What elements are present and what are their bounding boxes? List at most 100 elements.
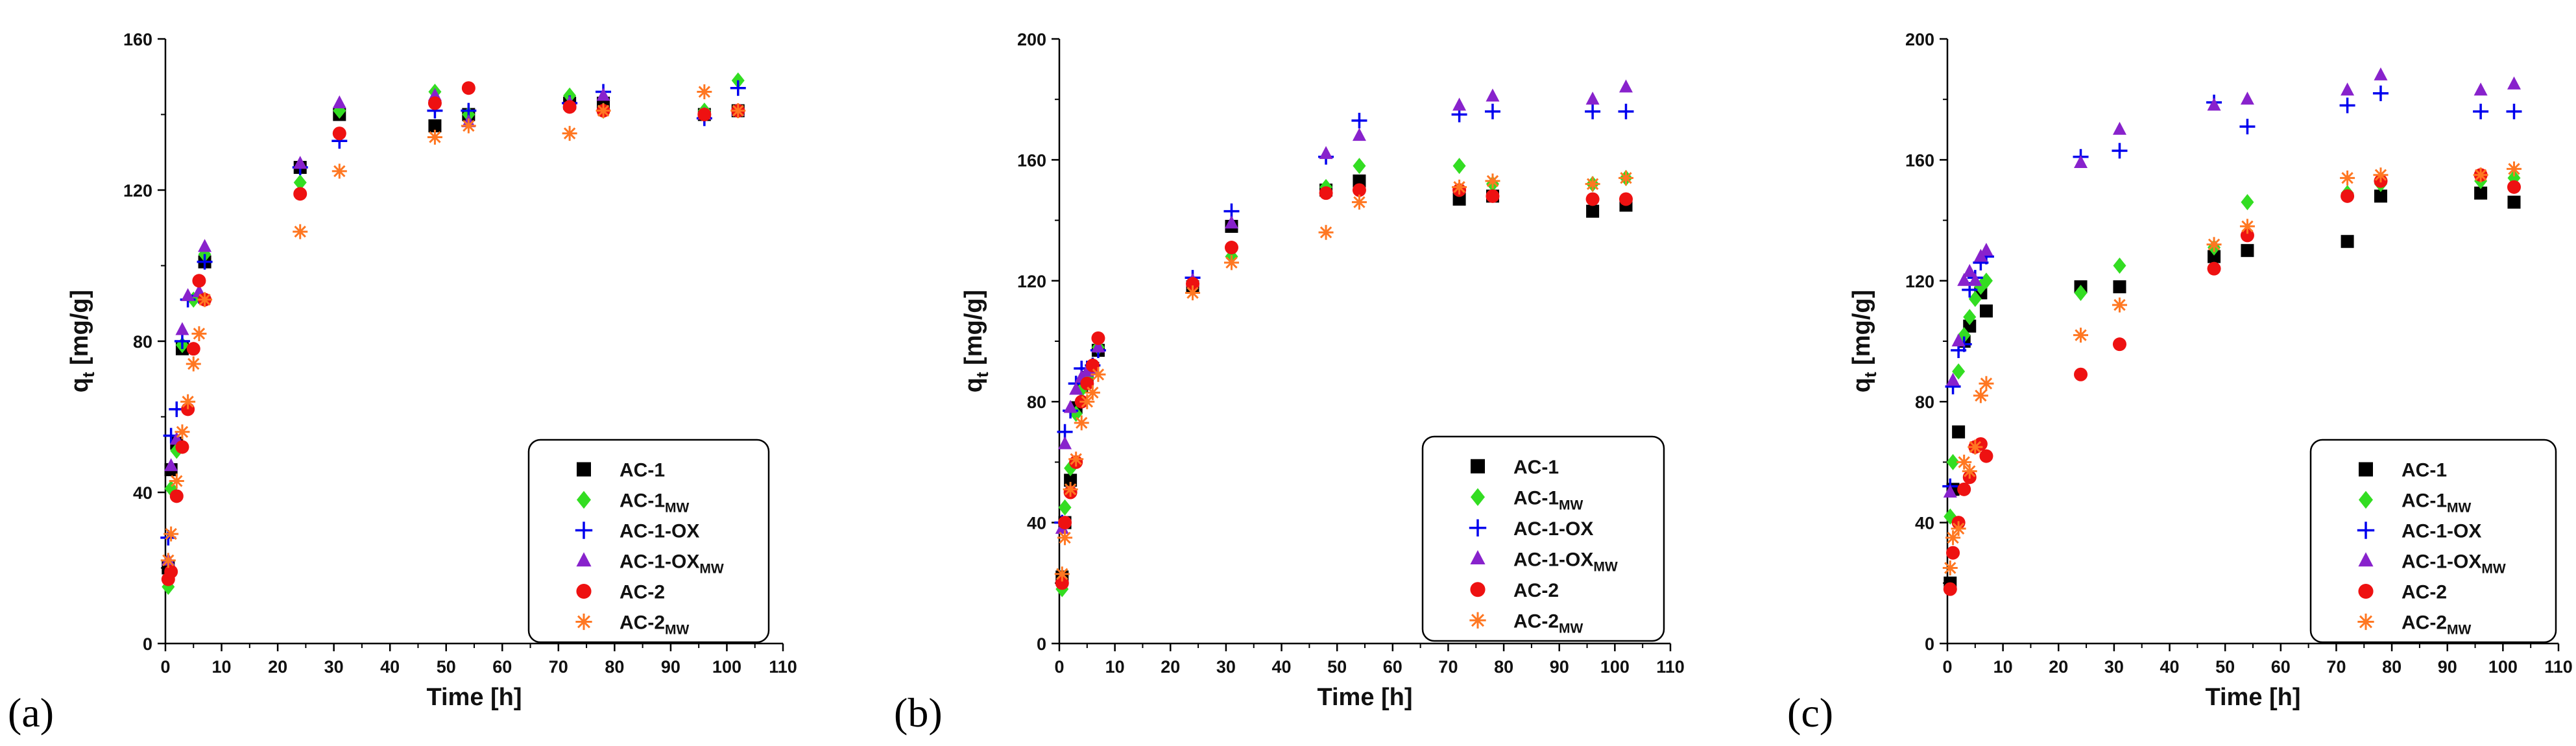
- data-point: [1952, 425, 1966, 439]
- data-point: [1951, 333, 1966, 346]
- legend-marker: [575, 613, 592, 631]
- legend-marker: [577, 462, 591, 477]
- y-tick-label: 0: [143, 634, 152, 654]
- data-point: [1318, 224, 1334, 240]
- data-point: [1091, 339, 1105, 353]
- x-tick-label: 10: [1105, 657, 1125, 677]
- data-point: [1452, 158, 1466, 174]
- series-6: [160, 84, 746, 568]
- legend-marker: [2359, 490, 2373, 509]
- data-point: [1058, 516, 1072, 530]
- x-tick-label: 80: [2382, 657, 2401, 677]
- y-axis-title: qt [mg/g]: [66, 290, 98, 393]
- panel-label: (a): [8, 690, 54, 736]
- x-tick-label: 0: [1054, 657, 1064, 677]
- legend-marker: [1471, 488, 1485, 506]
- data-point: [2474, 186, 2488, 200]
- data-point: [1185, 285, 1201, 300]
- data-point: [1085, 385, 1100, 400]
- data-point: [1090, 367, 1106, 382]
- y-tick-label: 0: [1925, 634, 1934, 654]
- data-point: [2074, 284, 2088, 301]
- data-point: [1951, 521, 1966, 536]
- series-4: [1943, 67, 2521, 498]
- data-point: [1957, 482, 1971, 496]
- data-point: [1586, 204, 1600, 218]
- x-tick-label: 60: [2271, 657, 2291, 677]
- data-point: [2207, 261, 2221, 276]
- data-point: [1055, 576, 1069, 590]
- data-point: [428, 119, 442, 132]
- x-axis-title: Time [h]: [1317, 684, 1412, 711]
- legend-entry: AC-1MW: [1513, 487, 1583, 512]
- legend-marker: [576, 552, 592, 567]
- data-point: [1054, 566, 1070, 582]
- legend-entry: AC-2: [620, 582, 665, 603]
- data-point: [2473, 103, 2489, 119]
- data-point: [1962, 463, 1977, 479]
- data-point: [1968, 272, 1982, 286]
- data-point: [1085, 358, 1100, 372]
- x-tick-label: 90: [2438, 657, 2457, 677]
- x-tick-label: 30: [1216, 657, 1236, 677]
- x-tick-label: 20: [1161, 657, 1180, 677]
- data-point: [197, 254, 213, 270]
- data-point: [461, 81, 475, 95]
- data-point: [2473, 167, 2488, 183]
- data-point: [730, 103, 746, 119]
- legend-entry: AC-2MW: [1513, 610, 1583, 636]
- y-tick-label: 120: [1905, 272, 1934, 291]
- x-tick-label: 90: [1550, 657, 1569, 677]
- data-point: [1952, 363, 1966, 380]
- data-point: [1618, 170, 1633, 186]
- data-point: [2339, 97, 2355, 114]
- data-point: [2341, 82, 2355, 96]
- data-point: [1452, 97, 1467, 111]
- x-tick-label: 40: [1272, 657, 1292, 677]
- x-tick-label: 110: [2544, 657, 2573, 677]
- y-axis-title: qt [mg/g]: [960, 290, 992, 393]
- data-point: [332, 126, 346, 141]
- legend: AC-1 AC-1MW AC-1-OX AC-1-OXMW AC-2 AC-2MW: [527, 439, 770, 644]
- data-point: [1058, 499, 1072, 516]
- data-point: [2112, 143, 2128, 159]
- data-point: [1979, 449, 1993, 463]
- panel-label: (b): [894, 690, 943, 736]
- x-tick-label: 110: [769, 657, 797, 677]
- chart-panel-3: 0 10 20 30 40 50 60 70 80 90 100 110 0 40 80 120 160 200 T…: [1787, 30, 2573, 736]
- y-tick-label: 80: [1915, 392, 1934, 412]
- series-6: [1054, 170, 1633, 582]
- data-point: [1957, 272, 1971, 286]
- x-tick-label: 80: [1494, 657, 1513, 677]
- y-tick-label: 160: [1017, 150, 1046, 170]
- x-tick-label: 100: [1600, 657, 1630, 677]
- data-point: [2073, 328, 2089, 343]
- x-tick-label: 90: [661, 657, 680, 677]
- x-tick-label: 50: [437, 657, 456, 677]
- data-point: [293, 224, 308, 239]
- data-point: [293, 187, 307, 201]
- legend-entry: AC-1: [620, 460, 665, 481]
- data-point: [198, 239, 212, 252]
- data-point: [562, 126, 577, 141]
- data-point: [293, 174, 307, 191]
- data-point: [1352, 183, 1366, 197]
- x-axis-title: Time [h]: [426, 684, 522, 711]
- data-point: [2372, 85, 2389, 101]
- data-point: [1351, 195, 1367, 210]
- legend-entry: AC-1: [2401, 460, 2447, 481]
- data-point: [2074, 155, 2088, 169]
- x-tick-label: 70: [549, 657, 568, 677]
- data-point: [2112, 121, 2126, 135]
- y-tick-label: 40: [1027, 514, 1046, 533]
- data-point: [1319, 186, 1333, 200]
- data-point: [169, 489, 184, 503]
- data-point: [1057, 530, 1073, 546]
- data-point: [1585, 176, 1600, 192]
- legend-marker: [2357, 613, 2374, 631]
- x-tick-label: 50: [1327, 657, 1347, 677]
- data-point: [1973, 388, 1988, 403]
- data-point: [1069, 381, 1083, 395]
- data-point: [293, 156, 307, 169]
